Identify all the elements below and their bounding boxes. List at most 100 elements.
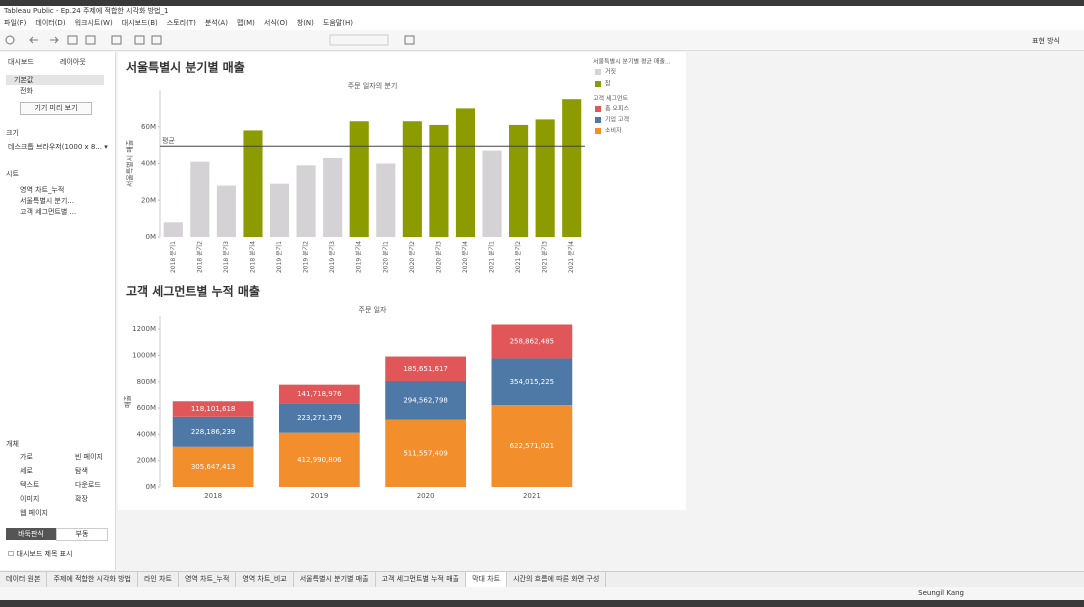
top-frame bbox=[0, 0, 1084, 6]
object-item[interactable]: 다운로드 bbox=[75, 481, 101, 489]
y-axis-label: 매출 bbox=[123, 395, 132, 408]
sheet-tab[interactable]: 시간의 흐름에 따른 화면 구성 bbox=[507, 572, 607, 587]
bar bbox=[535, 119, 555, 237]
value-label: 412,990,806 bbox=[297, 456, 342, 464]
bar bbox=[482, 150, 502, 237]
menu-item[interactable]: 스토리(T) bbox=[166, 19, 196, 27]
object-item[interactable]: 세로 bbox=[20, 467, 33, 475]
y-tick-label: 0M bbox=[146, 483, 157, 491]
sheet-tab[interactable]: 막대 차트 bbox=[466, 572, 508, 587]
bar bbox=[216, 185, 236, 237]
value-label: 511,557,409 bbox=[403, 449, 448, 457]
value-label: 223,271,379 bbox=[297, 414, 342, 422]
menu-item[interactable]: 맵(M) bbox=[236, 19, 255, 27]
menu-item[interactable]: 워크시트(W) bbox=[74, 19, 113, 27]
x-tick-label: 2020 분기4 bbox=[461, 241, 469, 273]
menu-item[interactable]: 대시보드(B) bbox=[121, 19, 158, 27]
sheet-tab[interactable]: 영역 차트_누적 bbox=[179, 572, 237, 587]
preview-button[interactable]: 기기 미리 보기 bbox=[20, 102, 92, 115]
value-label: 622,571,021 bbox=[510, 442, 555, 450]
sheet-item[interactable]: 영역 차트_누적 bbox=[20, 186, 65, 194]
bar-segment bbox=[279, 403, 360, 433]
y-tick-label: 40M bbox=[141, 160, 156, 168]
legend-title: 서울특별시 분기별 평균 매출... bbox=[593, 58, 671, 66]
sheet-item[interactable]: 서울특별시 분기... bbox=[20, 197, 74, 205]
bar bbox=[562, 99, 582, 237]
chart-subtitle: 주문 일자의 분기 bbox=[348, 81, 398, 90]
object-item[interactable]: 확장 bbox=[75, 495, 88, 503]
bar bbox=[163, 222, 183, 237]
x-tick-label: 2021 분기4 bbox=[567, 241, 575, 273]
bar bbox=[243, 130, 263, 237]
object-item[interactable]: 가로 bbox=[20, 453, 33, 461]
bar bbox=[455, 108, 476, 237]
layout-mode[interactable]: 바둑판식 bbox=[6, 528, 56, 540]
bottom-frame bbox=[0, 600, 1084, 607]
show-title-checkbox[interactable]: ☐ 대시보드 제목 표시 bbox=[8, 550, 73, 558]
legend-swatch bbox=[595, 106, 601, 112]
value-label: 185,651,617 bbox=[403, 365, 448, 373]
object-item[interactable]: 텍스트 bbox=[20, 481, 40, 489]
menu-item[interactable]: 분석(A) bbox=[204, 19, 228, 27]
x-tick-label: 2020 분기2 bbox=[408, 241, 416, 273]
show-me[interactable]: 표현 방식 bbox=[1032, 37, 1060, 45]
x-tick-label: 2018 분기4 bbox=[248, 241, 256, 273]
device-option[interactable]: 전화 bbox=[20, 87, 33, 95]
bar bbox=[429, 124, 449, 237]
checkbox-label: 대시보드 제목 표시 bbox=[16, 550, 73, 558]
sheet-tab[interactable]: 영역 차트_비교 bbox=[236, 572, 294, 587]
section-heading: 크기 bbox=[6, 129, 19, 137]
y-tick-label: 1200M bbox=[132, 325, 156, 333]
sidebar: 대시보드 레이아웃 기본값 전화 기기 미리 보기 크기 데스크톱 브라우저(1… bbox=[0, 52, 116, 570]
reference-label: 평균 bbox=[162, 136, 175, 145]
size-dropdown[interactable]: 데스크톱 브라우저(1000 x 8... ▾ bbox=[8, 143, 108, 151]
legend-swatch bbox=[595, 117, 601, 123]
object-item[interactable]: 탐색 bbox=[75, 467, 88, 475]
menu-item[interactable]: 도움말(H) bbox=[322, 19, 353, 27]
menu-item[interactable]: 파일(F) bbox=[4, 19, 27, 27]
sheet-tab[interactable]: 고객 세그먼트별 누적 매출 bbox=[376, 572, 467, 587]
toolbar-icons bbox=[5, 34, 415, 46]
sheet-tab[interactable]: 라인 차트 bbox=[138, 572, 179, 587]
bar-segment bbox=[385, 356, 466, 381]
x-tick-label: 2021 bbox=[523, 492, 541, 500]
sheet-tab[interactable]: 데이터 원본 bbox=[0, 572, 48, 587]
x-tick-label: 2018 bbox=[204, 492, 222, 500]
object-item[interactable]: 이미지 bbox=[20, 495, 40, 503]
x-tick-label: 2019 분기3 bbox=[328, 241, 336, 273]
x-tick-label: 2018 분기2 bbox=[195, 241, 203, 273]
value-label: 118,101,618 bbox=[191, 405, 236, 413]
bar-segment bbox=[172, 446, 254, 487]
sidebar-tab[interactable]: 레이아웃 bbox=[60, 58, 86, 66]
bar-segment bbox=[279, 384, 360, 404]
x-tick-label: 2019 분기2 bbox=[302, 241, 310, 273]
sheet-item[interactable]: 고객 세그먼트별 ... bbox=[20, 208, 77, 216]
sidebar-tab[interactable]: 대시보드 bbox=[8, 58, 34, 66]
x-tick-label: 2020 분기3 bbox=[434, 241, 442, 273]
section-heading: 개체 bbox=[6, 440, 19, 448]
x-tick-label: 2019 분기1 bbox=[275, 241, 283, 273]
menu-item[interactable]: 창(N) bbox=[296, 19, 314, 27]
menu-item[interactable]: 데이터(D) bbox=[35, 19, 66, 27]
section-heading: 시트 bbox=[6, 170, 19, 178]
object-item[interactable]: 빈 페이지 bbox=[75, 453, 103, 461]
legend-label: 참 bbox=[605, 80, 611, 88]
sheet-tab[interactable]: 서울특별시 분기별 매출 bbox=[294, 572, 376, 587]
bar bbox=[402, 121, 422, 237]
object-item[interactable]: 웹 페이지 bbox=[20, 509, 48, 517]
device-option[interactable]: 기본값 bbox=[6, 75, 104, 85]
x-tick-label: 2021 분기2 bbox=[514, 241, 522, 273]
bar bbox=[376, 163, 396, 237]
value-label: 258,862,485 bbox=[510, 338, 555, 346]
x-tick-label: 2021 분기1 bbox=[488, 241, 496, 273]
sheet-tab[interactable]: 주제에 적합한 시각화 방법 bbox=[47, 572, 138, 587]
x-tick-label: 2020 분기1 bbox=[381, 241, 389, 273]
bar bbox=[509, 124, 529, 237]
y-tick-label: 400M bbox=[137, 430, 156, 438]
layout-mode[interactable]: 부동 bbox=[56, 528, 108, 541]
legend-label: 거짓 bbox=[605, 68, 617, 76]
x-tick-label: 2018 분기3 bbox=[222, 241, 230, 273]
menu-bar: 파일(F) 데이터(D) 워크시트(W) 대시보드(B) 스토리(T) 분석(A) 맵(M)… bbox=[0, 17, 1084, 30]
legend-label: 기업 고객 bbox=[605, 116, 629, 124]
menu-item[interactable]: 서식(O) bbox=[263, 19, 288, 27]
